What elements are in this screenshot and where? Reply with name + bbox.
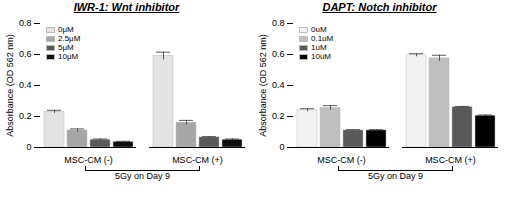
svg-text:0.2: 0.2 <box>19 111 32 121</box>
svg-text:MSC-CM (+): MSC-CM (+) <box>425 155 476 165</box>
svg-text:0: 0 <box>279 142 284 152</box>
html-text:10μM: 10μM <box>58 52 79 61</box>
svg-text:Absorbance (OD 562 nm): Absorbance (OD 562 nm) <box>258 34 268 137</box>
svg-text:0.6: 0.6 <box>272 49 285 59</box>
html-text:DAPT: Notch inhibitor: DAPT: Notch inhibitor <box>322 1 437 13</box>
svg-text:MSC-CM (+): MSC-CM (+) <box>172 155 223 165</box>
svg-text:0.8: 0.8 <box>272 18 285 28</box>
svg-text:0.4: 0.4 <box>19 80 32 90</box>
html-text:5Gy on Day 9: 5Gy on Day 9 <box>368 171 423 181</box>
html-text:0uM: 0uM <box>311 25 327 34</box>
svg-text:MSC-CM (-): MSC-CM (-) <box>64 155 113 165</box>
svg-text:0.8: 0.8 <box>19 18 32 28</box>
html-text:IWR-1: Wnt inhibitor: IWR-1: Wnt inhibitor <box>73 1 180 13</box>
html-text:10uM: 10uM <box>311 52 331 61</box>
svg-text:0.2: 0.2 <box>272 111 285 121</box>
svg-text:MSC-CM (-): MSC-CM (-) <box>317 155 366 165</box>
html-text:0μM: 0μM <box>58 25 74 34</box>
svg-text:0: 0 <box>26 142 31 152</box>
html-text:0.1uM: 0.1uM <box>311 34 334 43</box>
svg-text:Absorbance (OD 562 nm): Absorbance (OD 562 nm) <box>5 34 15 137</box>
html-text:2.5μM: 2.5μM <box>58 34 81 43</box>
html-text:5μM: 5μM <box>58 43 74 52</box>
svg-text:0.6: 0.6 <box>19 49 32 59</box>
html-text:5Gy on Day 9: 5Gy on Day 9 <box>115 171 170 181</box>
html-text:1uM: 1uM <box>311 43 327 52</box>
svg-text:0.4: 0.4 <box>272 80 285 90</box>
